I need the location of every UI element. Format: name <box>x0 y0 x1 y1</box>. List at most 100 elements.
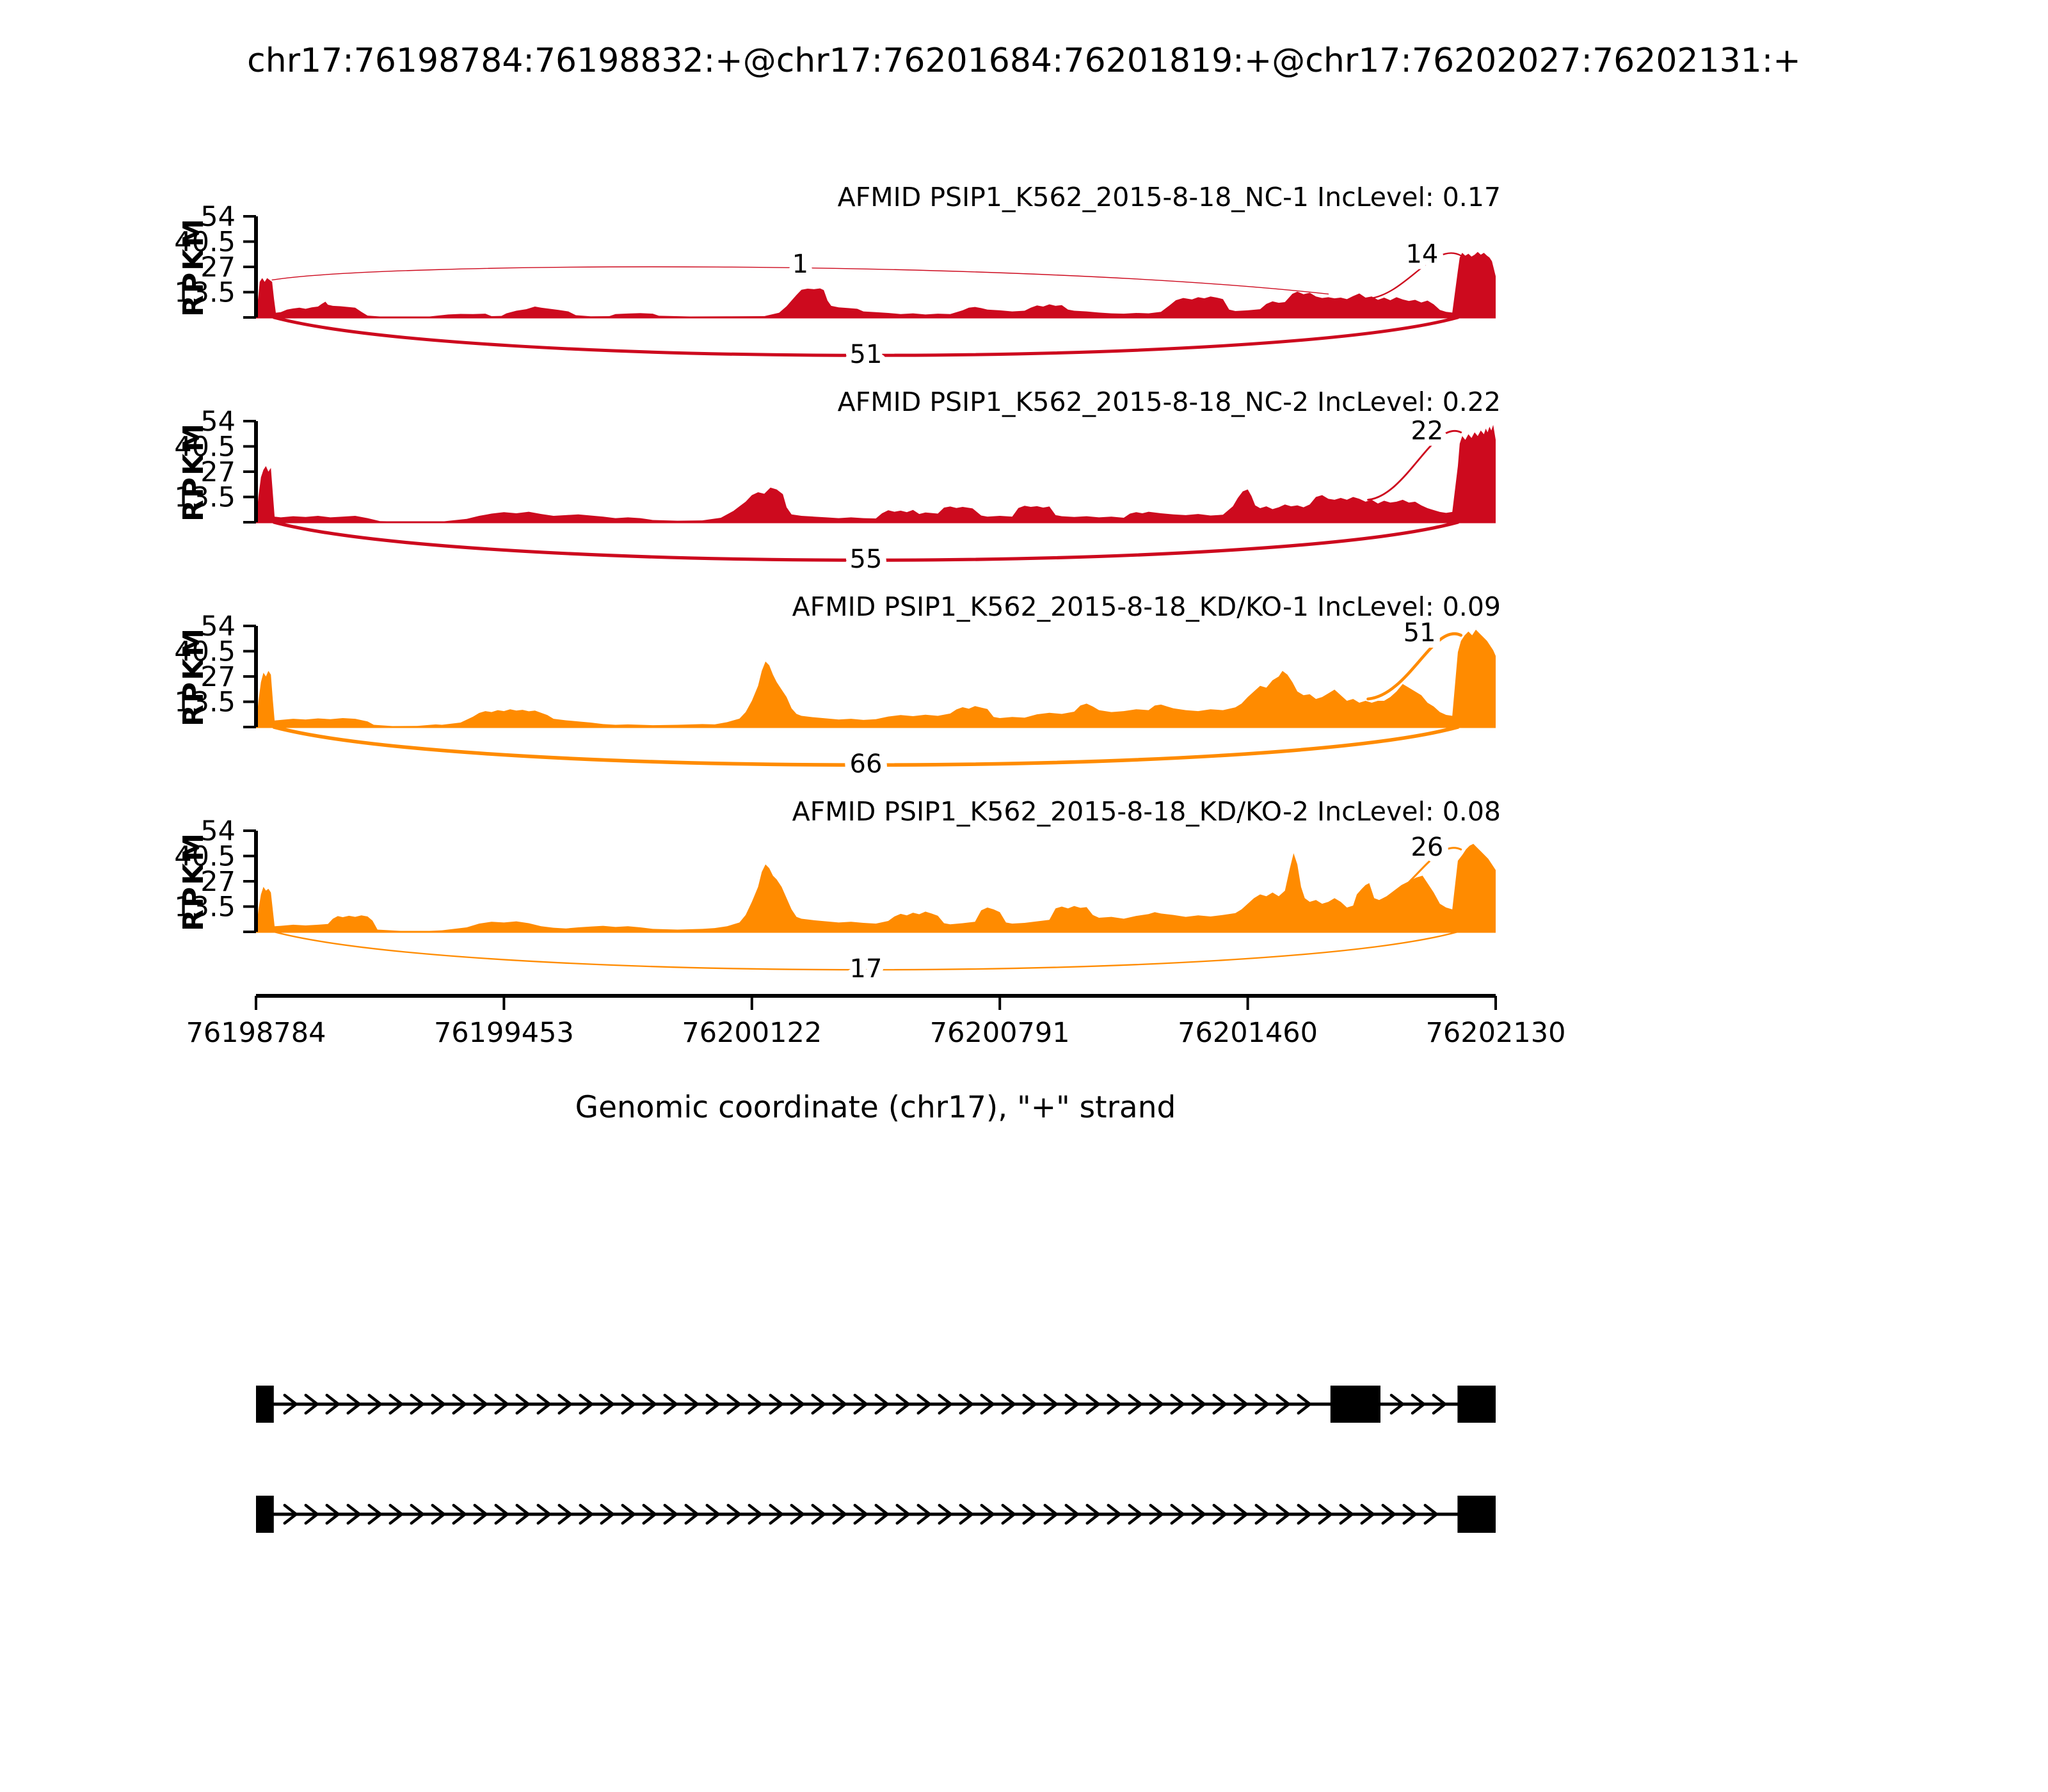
strand-chevron <box>600 1503 615 1525</box>
strand-chevron <box>1297 1503 1312 1525</box>
strand-chevron <box>1423 1503 1439 1525</box>
strand-chevron <box>1149 1503 1164 1525</box>
isoform-inclusion <box>256 1386 1496 1423</box>
strand-chevron <box>663 1393 678 1415</box>
strand-chevron <box>1212 1503 1228 1525</box>
strand-chevron <box>515 1393 531 1415</box>
strand-chevron <box>1170 1393 1185 1415</box>
exon-box <box>1457 1496 1496 1533</box>
strand-chevron <box>1128 1503 1143 1525</box>
strand-chevron <box>769 1503 784 1525</box>
strand-chevron <box>916 1503 932 1525</box>
y-axis-tick-label: 54 <box>200 815 236 847</box>
strand-chevron <box>916 1393 932 1415</box>
strand-chevron <box>874 1503 890 1525</box>
junction-arc <box>272 725 1460 767</box>
y-axis-tick-label: 13.5 <box>174 277 236 309</box>
strand-chevron <box>536 1393 552 1415</box>
strand-chevron <box>853 1393 868 1415</box>
strand-chevron <box>1318 1503 1333 1525</box>
y-axis-tick-label: 27 <box>200 661 236 693</box>
strand-chevron <box>811 1503 826 1525</box>
strand-chevron <box>1233 1503 1249 1525</box>
strand-chevron <box>515 1503 531 1525</box>
exon-box <box>256 1496 274 1533</box>
strand-chevron <box>832 1393 847 1415</box>
strand-chevron <box>431 1503 446 1525</box>
exon-box <box>1457 1386 1496 1423</box>
track-title: AFMID PSIP1_K562_2015-8-18_KD/KO-2 IncLe… <box>792 796 1501 827</box>
y-axis-tick-label: 13.5 <box>174 687 236 719</box>
strand-chevron <box>980 1503 995 1525</box>
y-axis-tick-label: 13.5 <box>174 892 236 924</box>
strand-chevron <box>283 1393 298 1415</box>
exon-box <box>1330 1386 1380 1423</box>
strand-chevron <box>1128 1393 1143 1415</box>
strand-chevron <box>705 1393 721 1415</box>
strand-chevron <box>473 1503 488 1525</box>
track-title: AFMID PSIP1_K562_2015-8-18_NC-1 IncLevel… <box>838 182 1501 212</box>
y-axis-tick-label: 54 <box>200 406 236 438</box>
strand-chevron <box>579 1393 594 1415</box>
strand-chevron <box>410 1503 425 1525</box>
strand-chevron <box>938 1503 953 1525</box>
x-axis-label: Genomic coordinate (chr17), "+" strand <box>575 1090 1176 1125</box>
strand-chevron <box>663 1503 678 1525</box>
strand-chevron <box>642 1393 657 1415</box>
strand-chevron <box>325 1503 340 1525</box>
track-title: AFMID PSIP1_K562_2015-8-18_KD/KO-1 IncLe… <box>792 591 1501 622</box>
strand-chevron <box>811 1393 826 1415</box>
strand-chevron <box>1064 1393 1080 1415</box>
strand-chevron <box>1360 1503 1375 1525</box>
x-axis-tick-label: 76200122 <box>682 1017 822 1049</box>
junction-arc <box>1366 632 1463 701</box>
strand-chevron <box>1149 1393 1164 1415</box>
strand-chevron <box>684 1503 700 1525</box>
strand-chevron <box>1402 1503 1418 1525</box>
coverage-area <box>256 629 1496 727</box>
strand-chevron <box>1381 1503 1396 1525</box>
coverage-area <box>256 844 1496 932</box>
strand-chevron <box>557 1393 573 1415</box>
strand-chevron <box>621 1393 636 1415</box>
strand-chevron <box>959 1503 974 1525</box>
strand-chevron <box>726 1503 742 1525</box>
exon-box <box>256 1386 274 1423</box>
strand-chevron <box>1212 1393 1228 1415</box>
strand-chevron <box>1233 1393 1249 1415</box>
strand-chevron <box>1001 1503 1016 1525</box>
strand-chevron <box>769 1393 784 1415</box>
strand-chevron <box>1022 1393 1037 1415</box>
junction-count-label: 26 <box>1411 833 1443 862</box>
strand-chevron <box>1085 1393 1101 1415</box>
x-axis: 76198784 76199453 76200122 76200791 76201460… <box>186 994 1565 1049</box>
strand-chevron <box>895 1393 911 1415</box>
coverage-area <box>256 252 1496 317</box>
strand-chevron <box>1022 1503 1037 1525</box>
strand-chevron <box>557 1503 573 1525</box>
y-axis-tick-label: 13.5 <box>174 482 236 514</box>
x-axis-tick-label: 76199453 <box>434 1017 574 1049</box>
strand-chevron <box>726 1393 742 1415</box>
x-axis-tick-label: 76201460 <box>1178 1017 1318 1049</box>
rpkm-axis-label: RPKM <box>177 627 210 726</box>
y-axis-tick-label: 54 <box>200 611 236 643</box>
strand-chevron <box>1389 1393 1405 1415</box>
strand-chevron <box>938 1393 953 1415</box>
junction-arc <box>1367 252 1462 300</box>
junction-count-label: 1 <box>792 250 808 279</box>
junction-arc <box>1367 429 1462 501</box>
strand-chevron <box>473 1393 488 1415</box>
strand-chevron <box>1411 1393 1426 1415</box>
coverage-area <box>256 424 1496 522</box>
junction-count-label: 51 <box>1404 618 1436 648</box>
strand-chevron <box>536 1503 552 1525</box>
strand-chevron <box>1001 1393 1016 1415</box>
strand-chevron <box>1254 1503 1270 1525</box>
junction-arc <box>272 520 1460 562</box>
